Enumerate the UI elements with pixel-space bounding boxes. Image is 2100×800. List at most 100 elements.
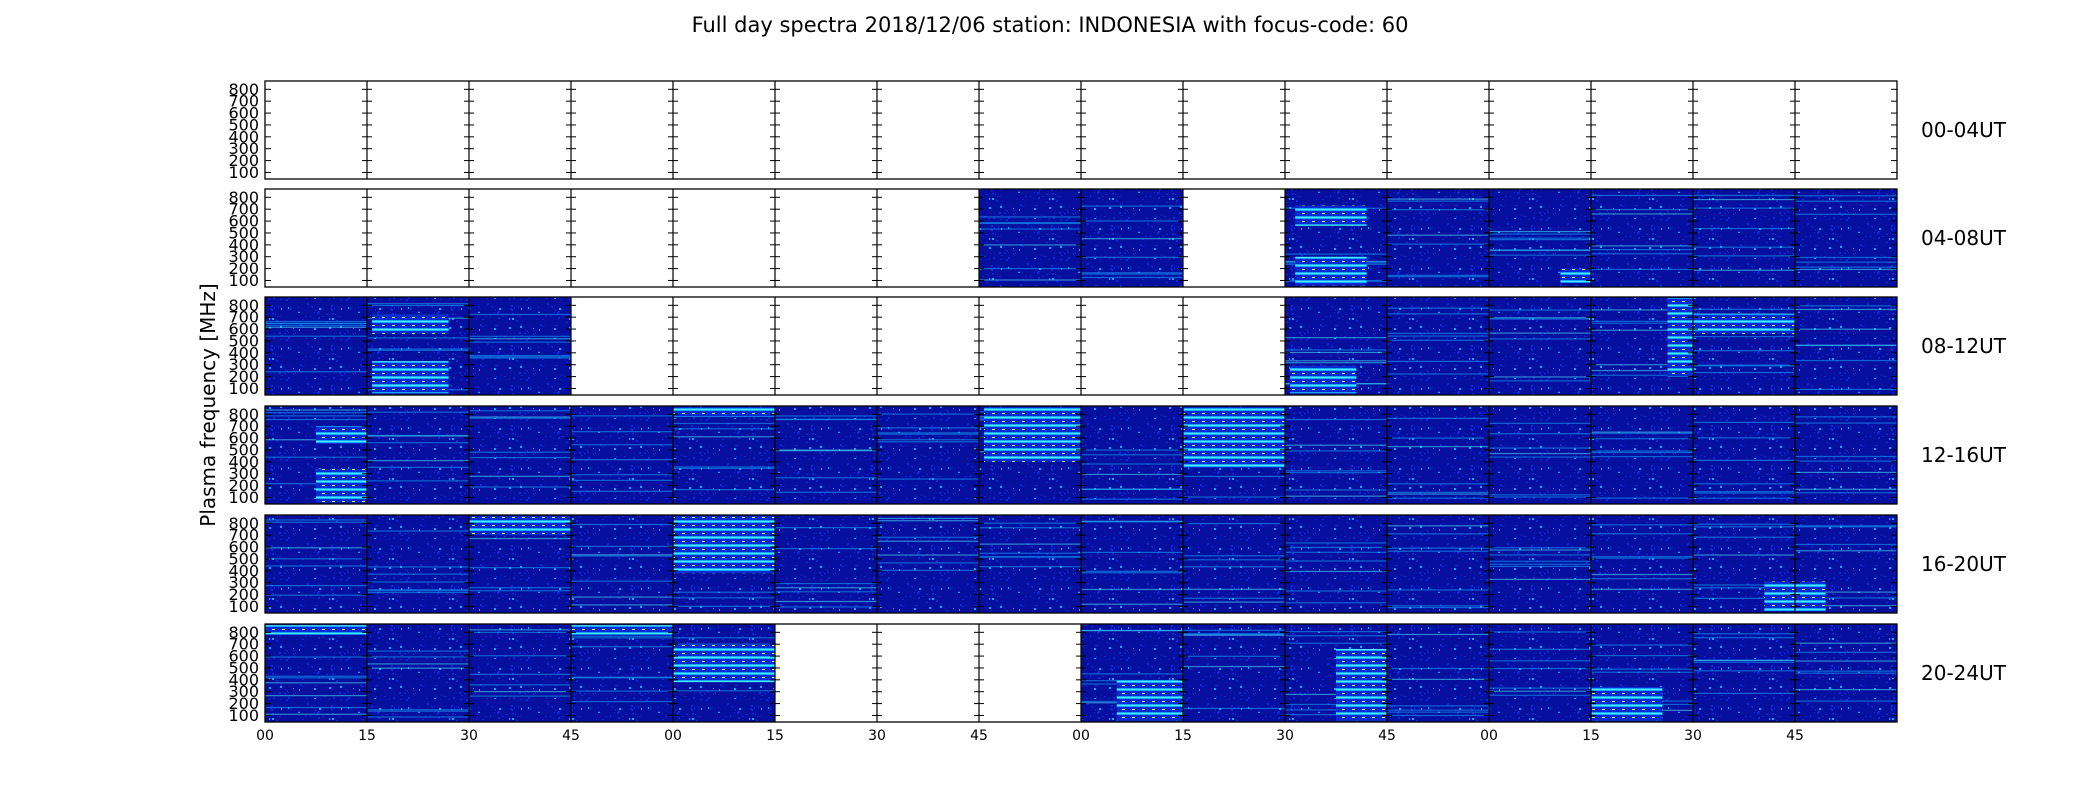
y-tick-label: 100 [228,488,259,507]
interference-line [571,545,673,547]
spectrum-block [877,515,979,613]
panel-frame [264,80,1898,180]
interference-line [1591,320,1693,322]
interference-line [1693,350,1795,352]
empty-block [367,189,469,287]
empty-block [1489,81,1591,179]
interference-line [1795,642,1897,644]
interference-line [1795,488,1897,490]
x-tick-label: 15 [1582,728,1600,744]
interference-line [1285,546,1387,549]
empty-block [469,189,571,287]
interference-line [367,303,469,305]
interference-line [1285,542,1387,544]
interference-line [1183,475,1285,478]
interference-line [1183,555,1285,557]
chart-title: Full day spectra 2018/12/06 station: IND… [692,13,1409,37]
interference-line [673,436,775,438]
y-tick-label: 500 [228,658,259,677]
interference-line [367,710,469,712]
spectrum-block [367,624,469,722]
interference-line [1489,230,1591,233]
interference-line [1591,456,1693,458]
interference-line [367,411,469,413]
interference-line [1591,194,1693,197]
interference-line [1387,307,1489,309]
x-tick-label: 15 [358,728,376,744]
y-tick-label: 800 [228,405,259,424]
interference-line [1081,588,1183,591]
interference-line [673,489,775,491]
interference-line [979,222,1081,224]
interference-line [1795,672,1897,674]
interference-line [1183,597,1285,599]
spectrum-block [775,515,877,613]
interference-line [1591,329,1693,331]
interference-line [1591,213,1693,215]
y-tick-label: 500 [228,440,259,459]
interference-line [265,713,367,715]
interference-line [673,690,775,692]
panels: 10020030040050060070080000-04UT100200300… [228,80,2006,744]
interference-line [1489,338,1591,340]
interference-line [265,547,367,549]
interference-line [1285,444,1387,446]
interference-line [571,604,673,606]
y-tick-label: 800 [228,623,259,642]
y-tick-label: 700 [228,200,259,219]
interference-line [1489,648,1591,650]
interference-line [469,655,571,657]
interference-line [571,523,673,526]
interference-line [1489,249,1591,251]
interference-line [367,466,469,468]
interference-line [1795,550,1897,552]
interference-line [1489,233,1591,235]
x-tick-label: 30 [868,728,886,744]
interference-line [367,581,469,583]
interference-line [1693,365,1795,367]
interference-line [1081,238,1183,240]
spectrum-block [571,515,673,613]
panel-frame [264,514,1898,614]
empty-block [1081,297,1183,395]
interference-line [1285,642,1387,644]
interference-line [1591,573,1693,576]
interference-line [1795,213,1897,215]
burst-region [372,314,449,334]
y-tick-label: 600 [228,320,259,339]
y-tick-label: 100 [228,271,259,290]
interference-line [1183,665,1285,668]
interference-line [571,580,673,582]
y-tick-label: 100 [228,379,259,398]
interference-line [877,520,979,522]
interference-line [1591,374,1693,376]
x-tick-label: 00 [1072,728,1090,744]
y-tick-label: 300 [228,139,259,158]
interference-line [1387,605,1489,607]
interference-line [1183,566,1285,568]
empty-block [673,81,775,179]
interference-line [1795,543,1897,546]
interference-line [1489,309,1591,311]
interference-line [367,590,469,592]
interference-line [469,456,571,459]
y-tick-label: 800 [228,80,259,99]
interference-line [571,474,673,476]
interference-line [877,441,979,443]
y-tick-label: 700 [228,92,259,111]
empty-block [1591,81,1693,179]
interference-line [265,656,367,658]
interference-line [367,573,469,575]
burst-region [265,625,367,635]
interference-line [1387,606,1489,609]
interference-line [1795,195,1897,197]
interference-line [979,556,1081,558]
empty-block [877,81,979,179]
y-tick-label: 500 [228,115,259,134]
interference-line [979,216,1081,218]
spectrum-block [1693,297,1795,395]
interference-line [1489,690,1591,692]
interference-line [1591,253,1693,255]
spectrum-block [979,189,1081,287]
interference-line [877,562,979,564]
